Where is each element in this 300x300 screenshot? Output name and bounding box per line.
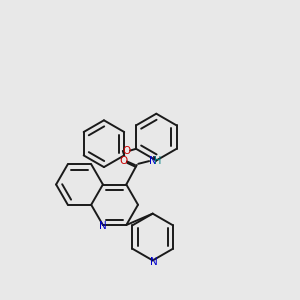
- Text: O: O: [122, 146, 130, 156]
- Text: N: N: [148, 155, 156, 166]
- Text: N: N: [99, 221, 107, 231]
- Text: N: N: [150, 256, 158, 267]
- Text: H: H: [154, 155, 161, 166]
- Text: O: O: [119, 155, 128, 166]
